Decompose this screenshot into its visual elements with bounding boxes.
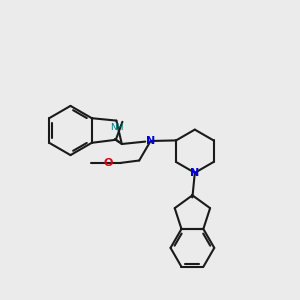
Text: N: N — [146, 136, 155, 146]
Text: O: O — [103, 158, 113, 168]
Text: N: N — [190, 168, 200, 178]
Text: NH: NH — [110, 123, 124, 132]
